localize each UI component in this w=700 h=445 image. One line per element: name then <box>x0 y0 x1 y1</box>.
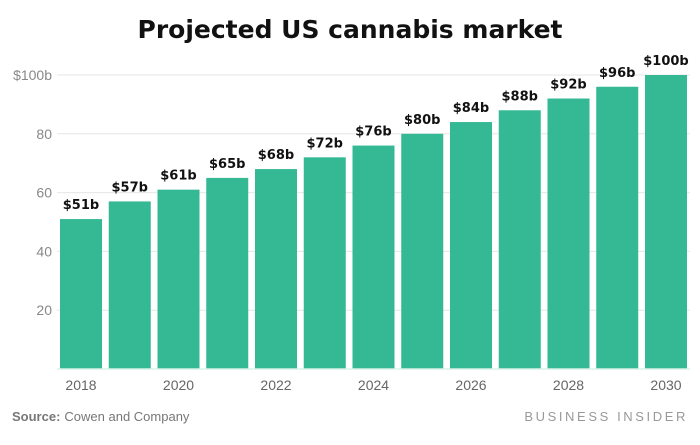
bar-2023 <box>303 157 346 369</box>
y-tick-label: 40 <box>36 243 52 259</box>
y-tick-label: $100b <box>13 67 52 83</box>
data-label: $57b <box>112 180 148 195</box>
data-label: $68b <box>258 148 294 163</box>
data-label: $76b <box>355 125 391 140</box>
bar-2027 <box>498 110 541 369</box>
data-label: $51b <box>63 198 99 213</box>
x-tick-label: 2030 <box>650 377 681 393</box>
data-label: $96b <box>599 66 635 81</box>
brand-logo: BUSINESS INSIDER <box>524 409 688 424</box>
x-tick-label: 2024 <box>358 377 389 393</box>
y-tick-label: 80 <box>36 126 52 142</box>
data-label: $80b <box>404 113 440 128</box>
bar-2026 <box>450 122 492 369</box>
x-tick-label: 2022 <box>260 377 291 393</box>
y-axis: 20 40 60 80 $100b <box>13 67 52 318</box>
source-text: Cowen and Company <box>64 409 190 424</box>
source-note: Source: Cowen and Company <box>12 409 190 424</box>
bar-2018 <box>60 219 102 369</box>
source-label: Source: <box>12 409 60 424</box>
bar-2021 <box>206 177 249 369</box>
x-tick-label: 2028 <box>553 377 584 393</box>
x-axis: 2018 2020 2022 2024 2026 2028 2030 <box>57 368 690 393</box>
bar-2020 <box>157 189 200 369</box>
bar-2022 <box>255 169 297 369</box>
data-label: $65b <box>209 157 245 172</box>
y-tick-label: 20 <box>36 302 52 318</box>
bar-2029 <box>596 86 639 369</box>
data-labels: $51b $57b $61b $65b $68b $72b $76b $80b $84b $88b… <box>63 54 689 213</box>
bar-2030 <box>645 75 687 369</box>
data-label: $72b <box>307 136 343 151</box>
chart-title: Projected US cannabis market <box>138 15 563 44</box>
data-label: $84b <box>453 101 489 116</box>
x-tick-label: 2020 <box>163 377 194 393</box>
x-tick-label: 2026 <box>455 377 486 393</box>
bars <box>60 75 687 370</box>
data-label: $92b <box>550 78 586 93</box>
data-label: $61b <box>160 169 196 184</box>
data-label: $88b <box>502 89 538 104</box>
bar-2024 <box>352 145 395 369</box>
bar-2025 <box>401 133 444 369</box>
data-label: $100b <box>643 54 689 69</box>
bar-2028 <box>547 98 590 370</box>
y-tick-label: 60 <box>36 185 52 201</box>
bar-2019 <box>108 201 151 369</box>
x-tick-label: 2018 <box>65 377 96 393</box>
